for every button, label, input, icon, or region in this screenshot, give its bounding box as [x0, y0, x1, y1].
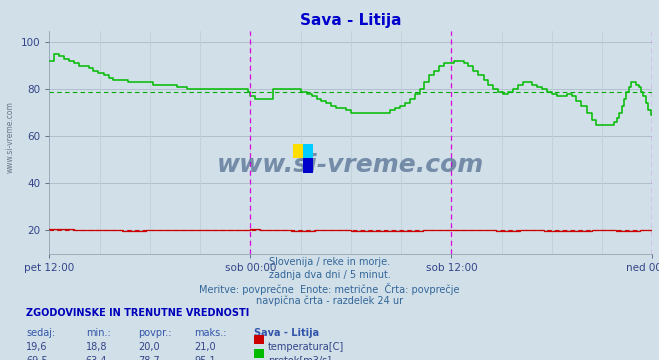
Text: 21,0: 21,0 — [194, 342, 216, 352]
Text: 95,1: 95,1 — [194, 356, 216, 360]
Text: navpična črta - razdelek 24 ur: navpična črta - razdelek 24 ur — [256, 295, 403, 306]
Text: 63,4: 63,4 — [86, 356, 107, 360]
Text: Slovenija / reke in morje.: Slovenija / reke in morje. — [269, 257, 390, 267]
Text: www.si-vreme.com: www.si-vreme.com — [217, 153, 484, 176]
Text: min.:: min.: — [86, 328, 111, 338]
Bar — [293, 144, 303, 158]
Text: ZGODOVINSKE IN TRENUTNE VREDNOSTI: ZGODOVINSKE IN TRENUTNE VREDNOSTI — [26, 308, 250, 318]
Text: 18,8: 18,8 — [86, 342, 107, 352]
Bar — [303, 144, 313, 158]
Text: Meritve: povprečne  Enote: metrične  Črta: povprečje: Meritve: povprečne Enote: metrične Črta:… — [199, 283, 460, 294]
Text: 78,7: 78,7 — [138, 356, 160, 360]
Bar — [303, 158, 313, 173]
Text: 20,0: 20,0 — [138, 342, 160, 352]
Text: www.si-vreme.com: www.si-vreme.com — [5, 101, 14, 173]
Text: maks.:: maks.: — [194, 328, 227, 338]
Text: pretok[m3/s]: pretok[m3/s] — [268, 356, 331, 360]
Text: Sava - Litija: Sava - Litija — [254, 328, 319, 338]
Title: Sava - Litija: Sava - Litija — [300, 13, 402, 28]
Text: sedaj:: sedaj: — [26, 328, 55, 338]
Text: zadnja dva dni / 5 minut.: zadnja dva dni / 5 minut. — [269, 270, 390, 280]
Text: povpr.:: povpr.: — [138, 328, 172, 338]
Text: temperatura[C]: temperatura[C] — [268, 342, 345, 352]
Text: 19,6: 19,6 — [26, 342, 48, 352]
Text: 69,5: 69,5 — [26, 356, 48, 360]
